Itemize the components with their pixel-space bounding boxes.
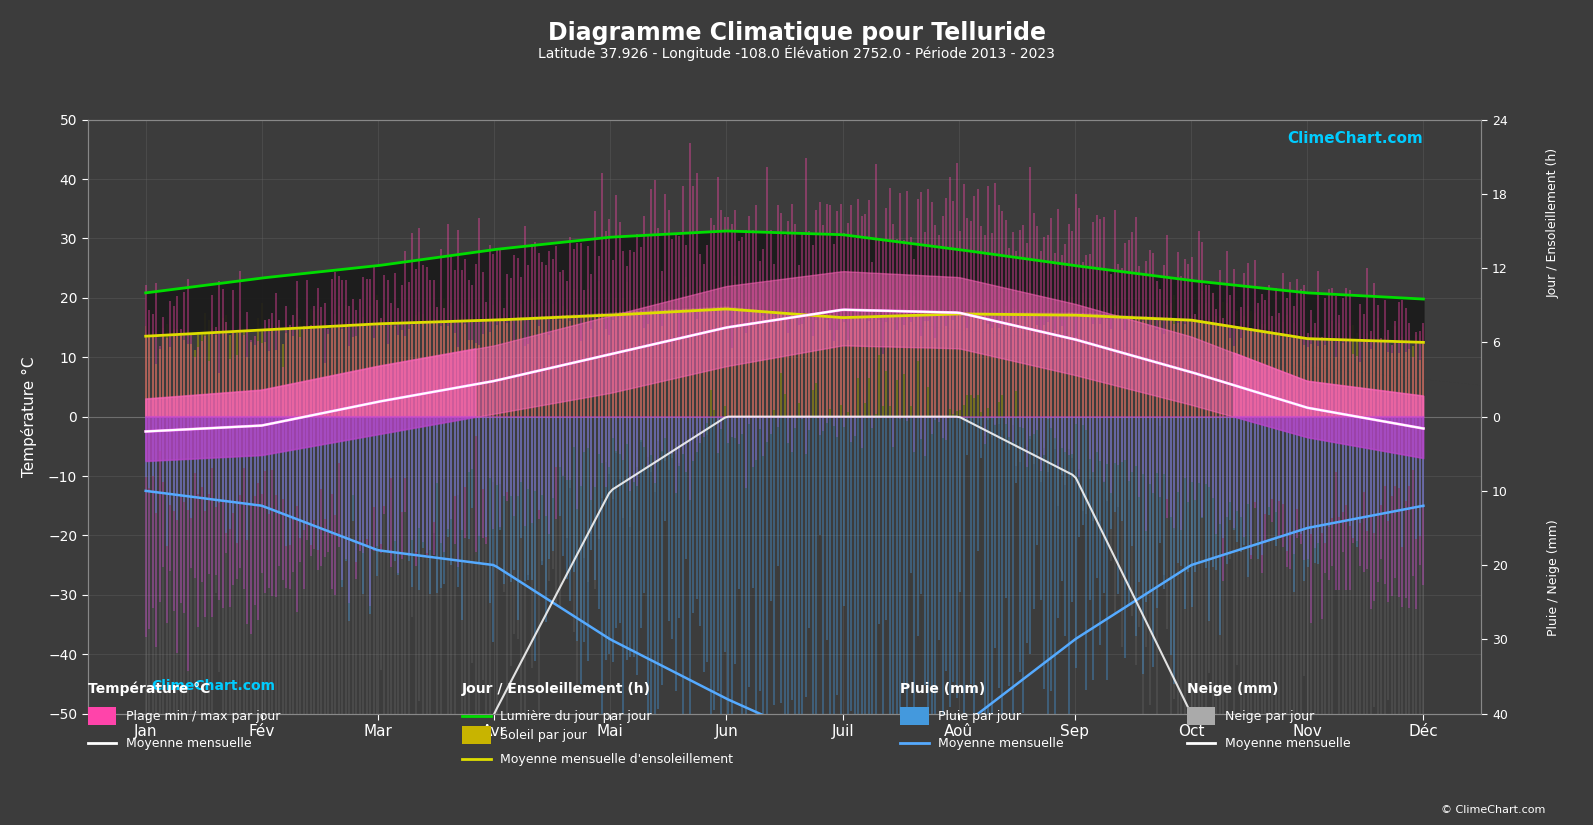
Text: Neige (mm): Neige (mm) — [1187, 682, 1278, 696]
Text: Plage min / max par jour: Plage min / max par jour — [126, 710, 280, 723]
Text: Température °C: Température °C — [88, 681, 210, 696]
Text: Moyenne mensuelle: Moyenne mensuelle — [126, 737, 252, 750]
Text: Moyenne mensuelle: Moyenne mensuelle — [938, 737, 1064, 750]
Text: Neige par jour: Neige par jour — [1225, 710, 1314, 723]
Text: Pluie / Neige (mm): Pluie / Neige (mm) — [1547, 519, 1560, 636]
Text: ClimeChart.com: ClimeChart.com — [1287, 131, 1424, 146]
Text: Pluie (mm): Pluie (mm) — [900, 682, 986, 696]
Y-axis label: Température °C: Température °C — [21, 356, 37, 477]
Text: Jour / Ensoleillement (h): Jour / Ensoleillement (h) — [462, 682, 652, 696]
Text: Moyenne mensuelle: Moyenne mensuelle — [1225, 737, 1351, 750]
Text: Lumière du jour par jour: Lumière du jour par jour — [500, 710, 652, 723]
Text: Jour / Ensoleillement (h): Jour / Ensoleillement (h) — [1547, 148, 1560, 298]
Text: Soleil par jour: Soleil par jour — [500, 728, 586, 742]
Text: Diagramme Climatique pour Telluride: Diagramme Climatique pour Telluride — [548, 21, 1045, 45]
Text: Pluie par jour: Pluie par jour — [938, 710, 1021, 723]
Text: Latitude 37.926 - Longitude -108.0 Élévation 2752.0 - Période 2013 - 2023: Latitude 37.926 - Longitude -108.0 Éléva… — [538, 45, 1055, 61]
Text: © ClimeChart.com: © ClimeChart.com — [1440, 804, 1545, 814]
Text: ClimeChart.com: ClimeChart.com — [151, 679, 276, 693]
Text: Moyenne mensuelle d'ensoleillement: Moyenne mensuelle d'ensoleillement — [500, 752, 733, 766]
